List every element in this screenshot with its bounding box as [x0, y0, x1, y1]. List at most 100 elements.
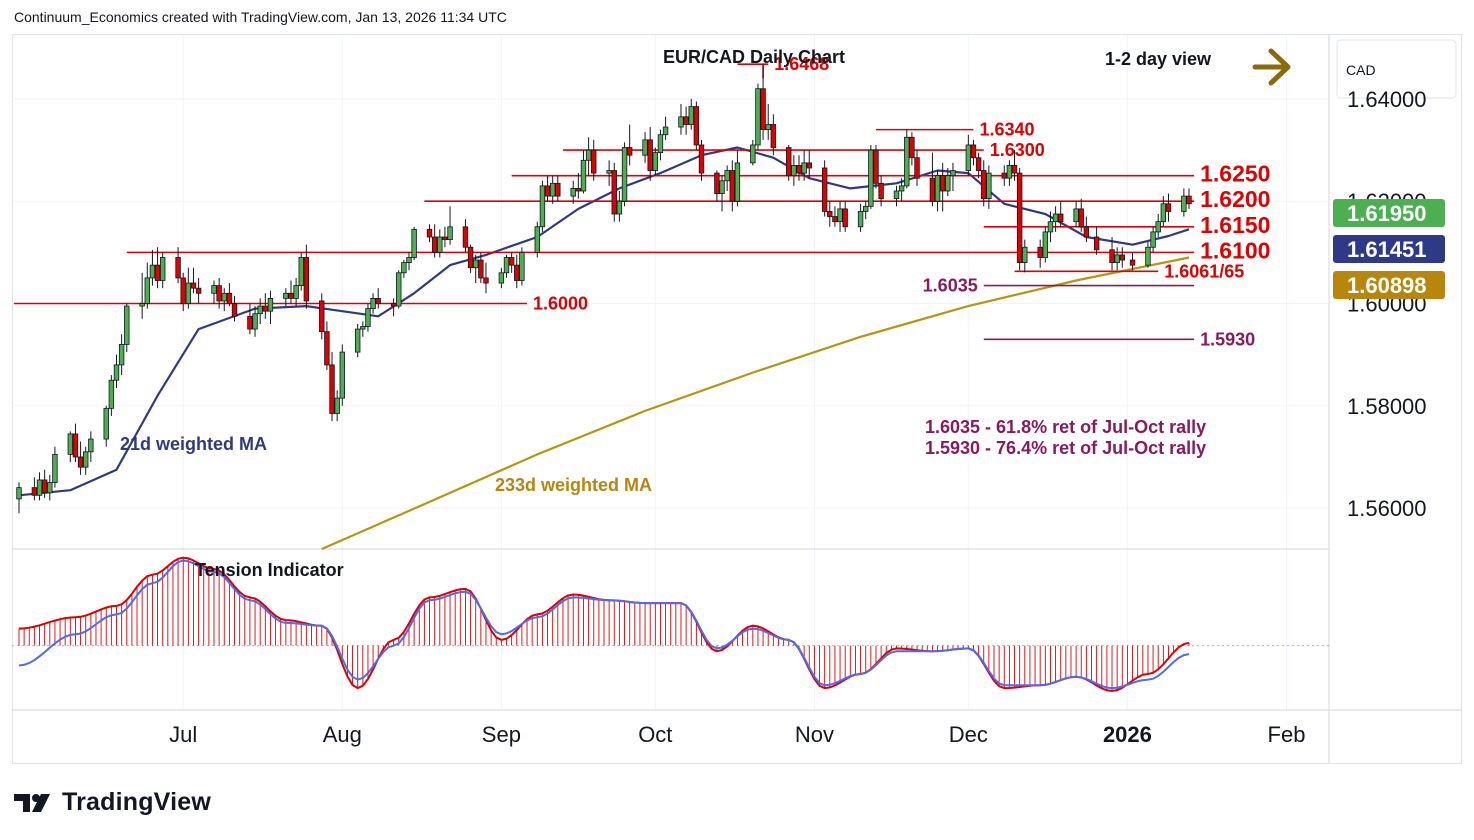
candle-body	[683, 116, 689, 125]
x-tick-label: Feb	[1268, 722, 1306, 747]
candle-body	[437, 236, 443, 253]
candle-body	[401, 262, 407, 274]
candle-body	[47, 482, 53, 494]
candle-body	[1073, 208, 1079, 223]
candle-body	[36, 479, 43, 496]
candle-body	[370, 297, 376, 310]
candle-body	[175, 257, 181, 279]
candle-body	[365, 308, 371, 327]
candle-body	[868, 149, 874, 207]
candle-body	[698, 144, 705, 174]
time-axis[interactable]: Jul Aug Sep Oct Nov Dec 2026 Feb	[169, 722, 1305, 747]
candle-body	[750, 144, 756, 164]
candle-body	[221, 292, 227, 302]
candle-body	[1006, 165, 1013, 179]
candle-body	[1058, 213, 1064, 223]
candle-body	[1042, 231, 1049, 258]
y-tick-label: 1.58000	[1347, 394, 1427, 419]
candle-body	[842, 208, 848, 228]
x-tick-label: 2026	[1103, 722, 1152, 747]
candle-body	[190, 282, 197, 289]
candle-body	[508, 257, 515, 266]
candle-body	[108, 379, 115, 409]
candle-body	[447, 226, 453, 240]
candle-body	[52, 453, 58, 483]
candle-body	[909, 136, 915, 159]
tradingview-logo-text: TradingView	[62, 788, 212, 816]
candle-body	[678, 116, 684, 128]
candle-body	[585, 149, 592, 161]
candle-body	[688, 106, 694, 125]
candle-body	[1119, 254, 1125, 261]
x-tick-label: Sep	[482, 722, 521, 747]
candle-body	[929, 177, 936, 202]
candle-body	[534, 226, 540, 253]
candle-body	[216, 285, 222, 302]
candle-body	[462, 226, 469, 248]
indicator-title: Tension Indicator	[195, 560, 344, 580]
candle-body	[837, 208, 843, 223]
candle-body	[375, 297, 381, 304]
ma233-label: 233d weighted MA	[495, 475, 652, 495]
x-tick-label: Aug	[323, 722, 362, 747]
candle-body	[1037, 246, 1043, 258]
candle-body	[1150, 231, 1156, 248]
candle-body	[267, 297, 274, 312]
candle-body	[729, 170, 735, 202]
candle-body	[185, 282, 192, 304]
candle-body	[724, 170, 730, 182]
candle-body	[549, 182, 556, 197]
candle-body	[965, 144, 972, 171]
candle-body	[575, 188, 582, 192]
candle-body	[1145, 246, 1151, 266]
candle-body	[293, 285, 299, 299]
candle-body	[539, 185, 546, 228]
candle-body	[329, 364, 335, 414]
candle-body	[211, 285, 217, 294]
candle-body	[195, 287, 202, 294]
candle-body	[580, 159, 587, 192]
price-badge-label: 1.61950	[1347, 201, 1427, 226]
tension-indicator-pane	[12, 556, 1329, 693]
moving-averages	[18, 146, 1190, 551]
candle-body	[1129, 259, 1136, 266]
candle-body	[1155, 221, 1161, 233]
candle-body	[975, 157, 982, 171]
ma233-line	[321, 256, 1190, 551]
level-label: 1.6300	[990, 140, 1045, 160]
candle-body	[124, 305, 130, 345]
candle-body	[411, 228, 417, 258]
currency-label: CAD	[1346, 62, 1376, 78]
currency-box[interactable]	[1336, 39, 1457, 99]
candle-body	[945, 175, 951, 192]
retracement-note-2: 1.5930 - 76.4% ret of Jul-Oct rally	[925, 438, 1206, 458]
candle-body	[863, 205, 869, 212]
candle-body	[791, 165, 797, 177]
candle-body	[324, 331, 330, 366]
candle-body	[303, 257, 310, 302]
candle-body	[360, 326, 366, 330]
candle-body	[760, 88, 766, 131]
candle-body	[693, 106, 700, 146]
candle-body	[734, 162, 741, 202]
level-label: 1.6150	[1200, 212, 1270, 238]
tradingview-logo[interactable]: TradingView	[14, 788, 211, 817]
view-label: 1-2 day view	[1105, 49, 1212, 69]
candle-body	[72, 433, 79, 458]
candle-body	[16, 487, 22, 500]
candle-body	[898, 185, 905, 192]
level-label: 1.6035	[923, 276, 978, 296]
y-tick-label: 1.56000	[1347, 496, 1427, 521]
x-tick-label: Oct	[638, 722, 672, 747]
candle-body	[806, 162, 812, 169]
candle-body	[1114, 254, 1120, 263]
candle-body	[41, 479, 48, 494]
candle-body	[390, 303, 397, 307]
candle-body	[719, 180, 725, 194]
candle-body	[354, 328, 361, 353]
candle-body	[832, 216, 838, 223]
candle-body	[262, 305, 269, 312]
